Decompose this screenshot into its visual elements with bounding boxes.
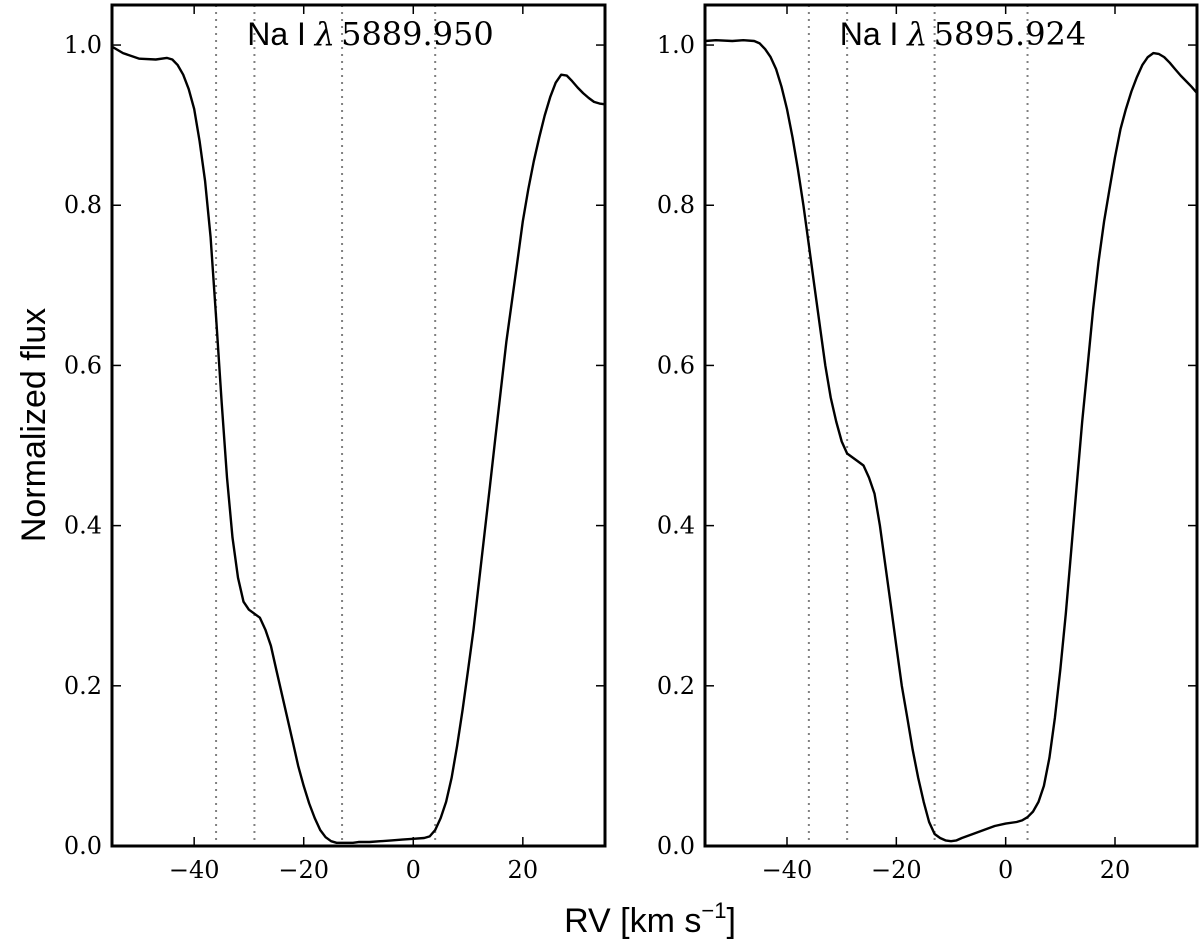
x-axis-label-close: ] [726,902,735,940]
y-tick-label: 0.2 [64,672,102,700]
flux-curve-0 [111,45,606,844]
x-tick-label: −40 [169,856,220,884]
y-tick-label: 0.8 [64,191,102,219]
panel-na-i-5895: −40 −20 0 20 0.0 0.2 0.4 0.6 0.8 1.0 Na I λ 5895.92… [657,3,1199,884]
panel-title-wavelength: 5889.950 [341,15,494,53]
panel-title: Na I λ 5895.924 [840,15,1087,53]
x-axis-label-main: RV [km s [564,902,701,940]
y-tick-label: 0.2 [657,672,695,700]
y-tick-label: 0.6 [657,351,695,379]
panel-title-species: Na I [840,16,908,52]
panel-title-lambda: λ [313,15,335,53]
x-tick-label: 20 [508,856,539,884]
panel-title-lambda: λ [905,15,927,53]
x-tick-label: −20 [278,856,329,884]
x-axis-label: RV [km s−1] [564,898,736,940]
y-tick-label: 1.0 [64,31,102,59]
panel-title-wavelength: 5895.924 [934,15,1087,53]
panel-na-i-5889: −40 −20 0 20 0.0 0.2 0.4 0.6 0.8 1.0 Na I λ 5889.95… [64,3,607,884]
plot-frame [703,3,1199,848]
flux-curve-0 [704,39,1198,843]
plot-frame [110,3,607,848]
x-tick-label: 0 [406,856,421,884]
panel-title: Na I λ 5889.950 [247,15,494,53]
x-tick-label: −20 [871,856,922,884]
x-tick-label: −40 [762,856,813,884]
y-tick-label: 1.0 [657,31,695,59]
y-tick-label: 0.8 [657,191,695,219]
y-tick-label: 0.0 [657,832,695,860]
y-tick-label: 0.0 [64,832,102,860]
x-tick-label: 20 [1100,856,1131,884]
y-axis-label: Normalized flux [15,308,53,542]
panel-title-species: Na I [247,16,315,52]
y-tick-label: 0.4 [657,512,695,540]
x-tick-label: 0 [998,856,1013,884]
x-axis-label-exponent: −1 [701,898,726,923]
y-tick-label: 0.6 [64,351,102,379]
y-tick-label: 0.4 [64,512,102,540]
